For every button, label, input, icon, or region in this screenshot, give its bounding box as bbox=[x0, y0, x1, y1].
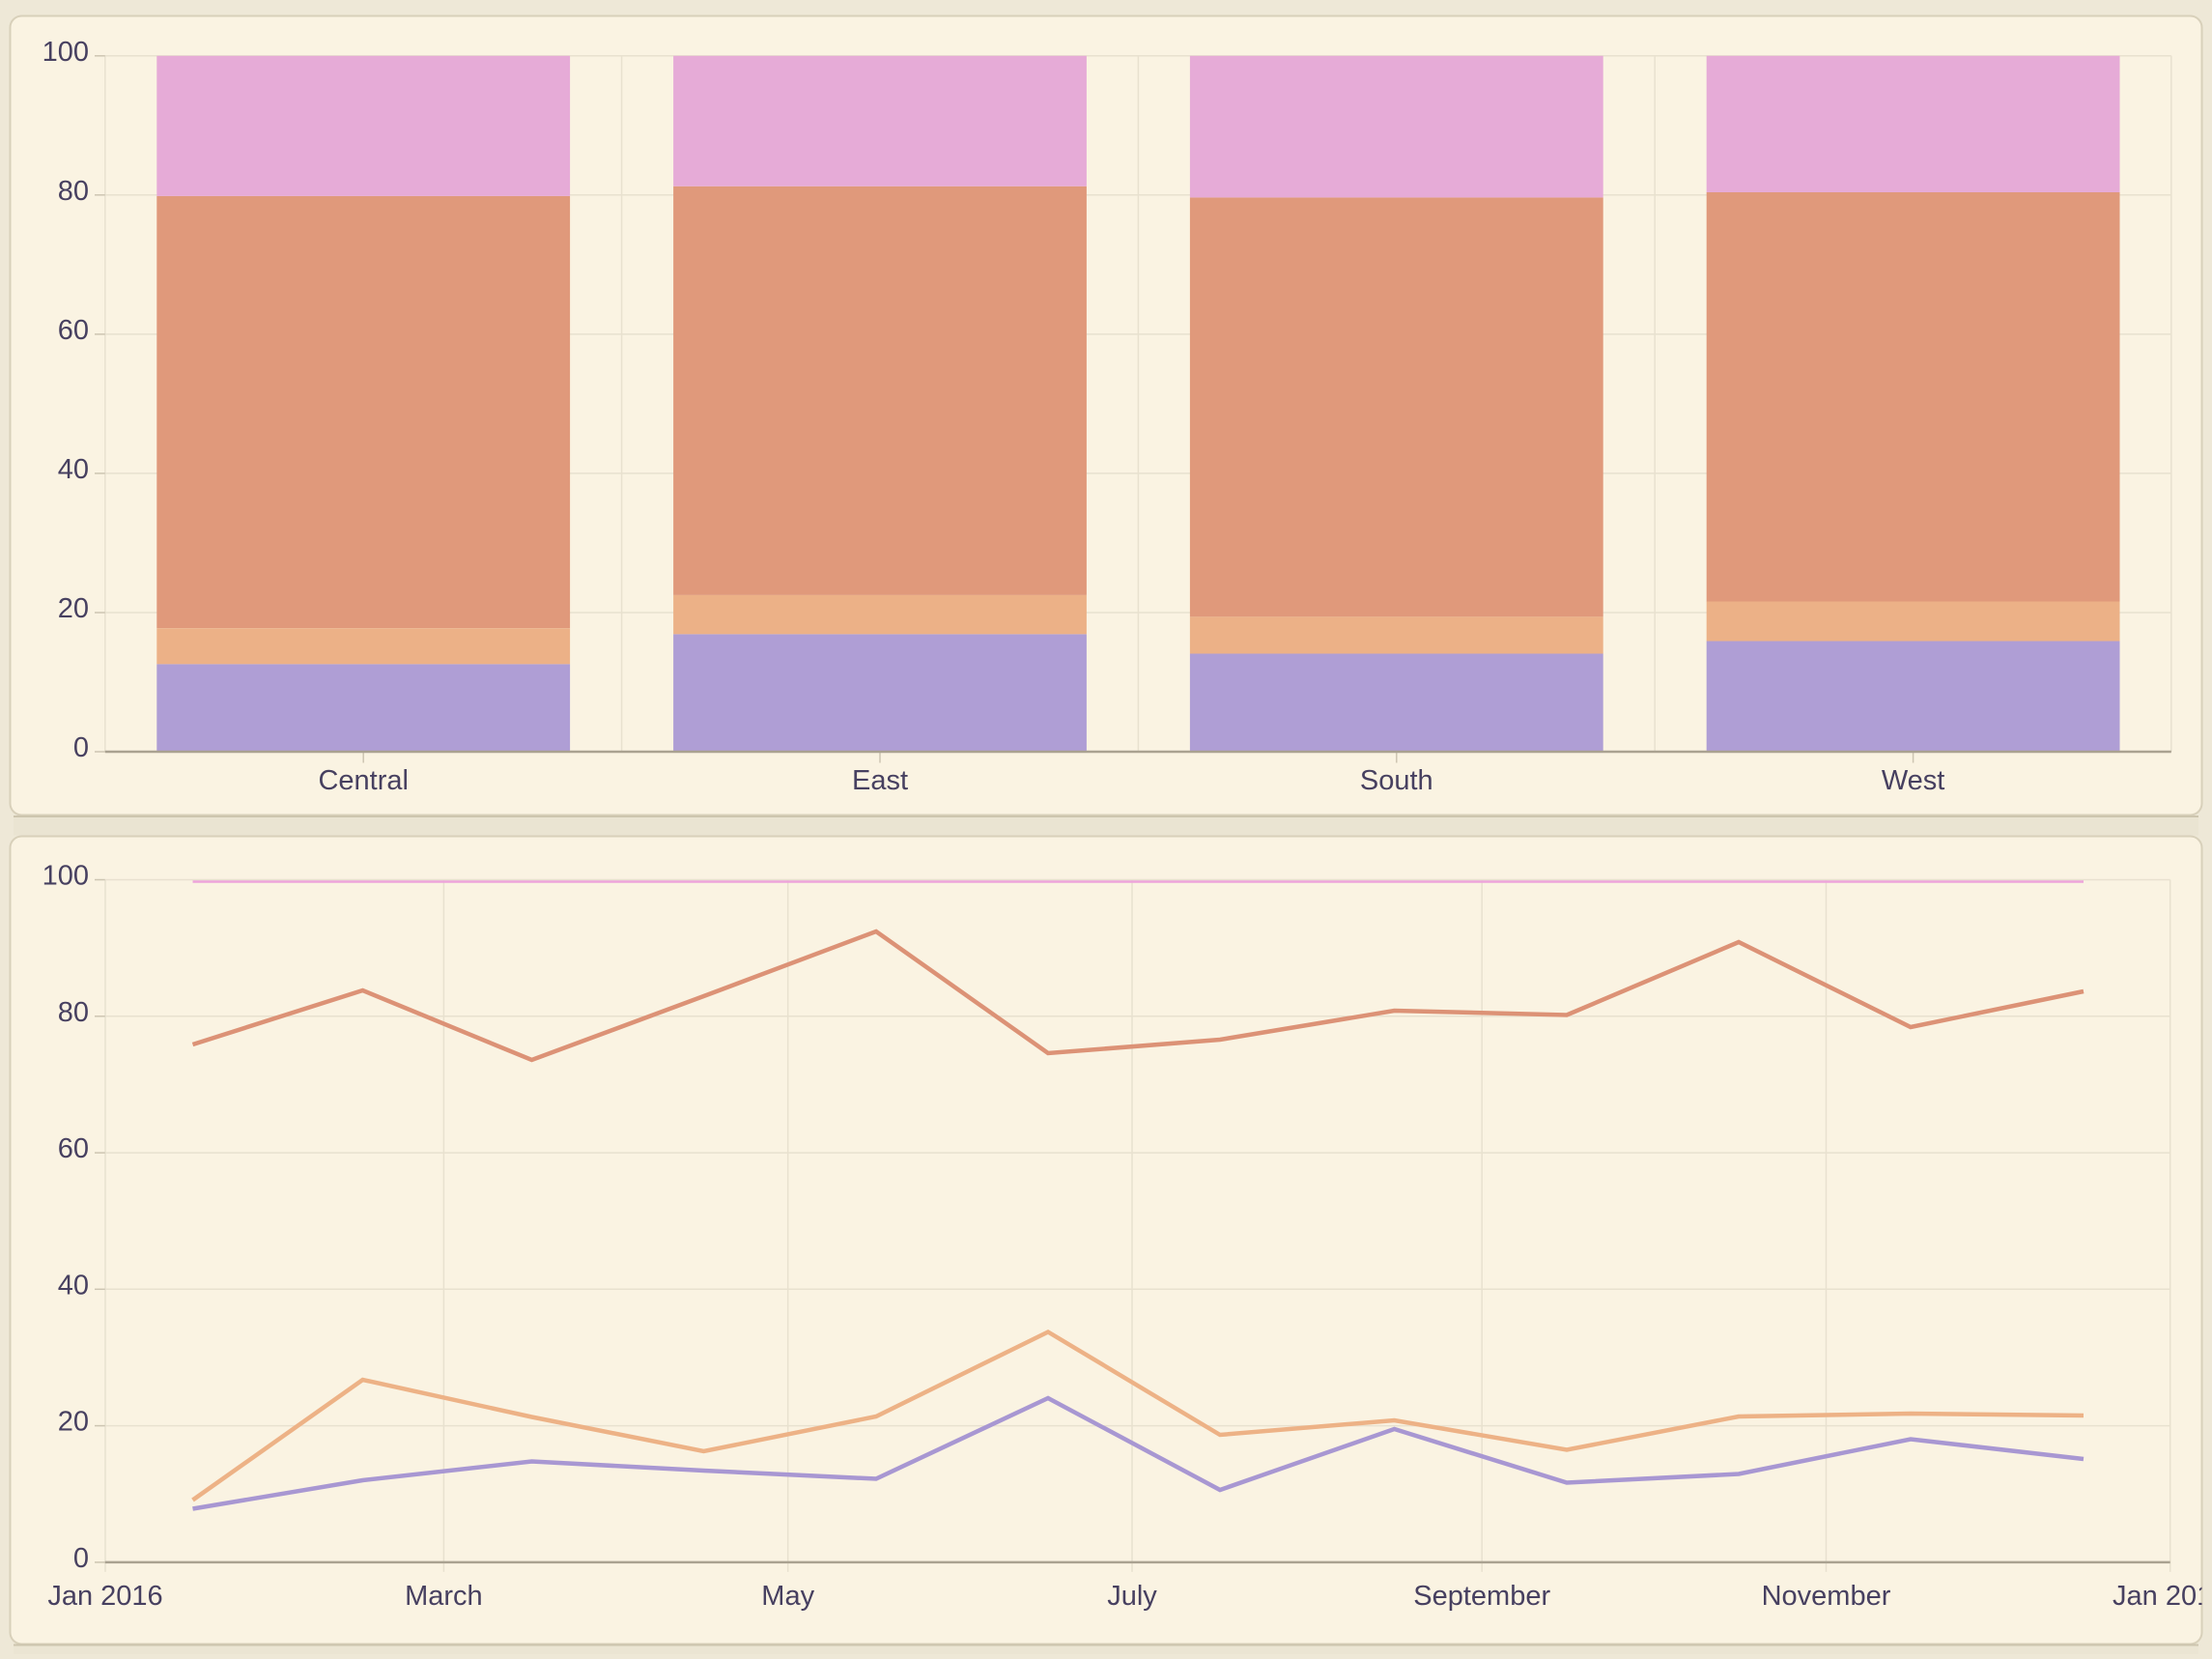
svg-text:Jan 2016: Jan 2016 bbox=[47, 1581, 162, 1612]
svg-text:East: East bbox=[852, 765, 908, 796]
svg-text:60: 60 bbox=[58, 1133, 89, 1164]
svg-text:20: 20 bbox=[58, 593, 89, 624]
svg-text:0: 0 bbox=[73, 732, 89, 763]
svg-text:March: March bbox=[405, 1581, 483, 1612]
svg-text:80: 80 bbox=[58, 176, 89, 207]
svg-text:South: South bbox=[1360, 765, 1433, 796]
svg-text:West: West bbox=[1882, 765, 1945, 796]
svg-text:20: 20 bbox=[58, 1407, 89, 1438]
svg-text:Central: Central bbox=[318, 765, 409, 796]
svg-text:May: May bbox=[761, 1581, 814, 1612]
svg-text:100: 100 bbox=[43, 861, 89, 892]
svg-text:100: 100 bbox=[43, 37, 89, 68]
svg-text:0: 0 bbox=[73, 1543, 89, 1574]
svg-text:September: September bbox=[1413, 1581, 1550, 1612]
svg-text:60: 60 bbox=[58, 315, 89, 346]
svg-text:November: November bbox=[1762, 1581, 1891, 1612]
svg-text:40: 40 bbox=[58, 454, 89, 485]
svg-text:80: 80 bbox=[58, 997, 89, 1028]
svg-text:40: 40 bbox=[58, 1270, 89, 1301]
svg-text:July: July bbox=[1107, 1581, 1157, 1612]
svg-text:Jan 2017: Jan 2017 bbox=[2113, 1581, 2212, 1612]
